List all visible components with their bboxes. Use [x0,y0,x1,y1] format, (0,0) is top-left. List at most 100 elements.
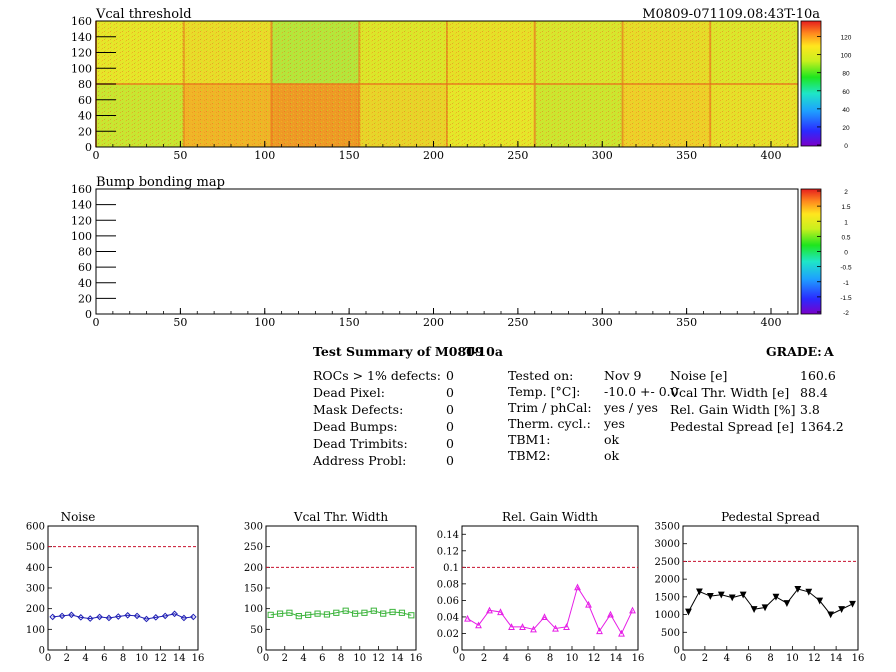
y-tick-label: 1500 [655,592,680,603]
x-tick-label: 100 [254,316,275,329]
y-tick-label: 0 [453,646,459,657]
x-tick-label: 12 [154,653,167,664]
x-tick-label: 2 [702,653,708,664]
trend-chart-frame [265,525,417,651]
x-tick-label: 8 [120,653,126,664]
data-point [105,614,113,622]
x-tick-label: 2 [481,653,487,664]
series-line [52,613,194,620]
y-tick-label: 0 [257,646,263,657]
y-tick-label: 300 [26,584,45,595]
palette-tick-label: 40 [842,107,850,114]
palette-tick-label: 1.5 [841,204,850,211]
summary-value: 88.4 [800,385,828,400]
trend-chart-title: Rel. Gain Width [502,510,598,524]
x-tick-label: 0 [45,653,51,664]
data-point [706,593,714,600]
data-point [618,629,625,637]
x-tick-label: 6 [319,653,325,664]
summary-value: Nov 9 [604,368,642,383]
x-tick-label: 8 [338,653,344,664]
palette-tick-label: 0.5 [841,234,850,241]
data-point [541,613,548,621]
y-tick-label: 50 [250,625,263,636]
summary-label: Address Probl: [313,453,407,468]
data-point [695,588,703,596]
summary-value: yes [604,416,625,431]
data-point [408,612,415,619]
x-tick-label: 6 [745,653,751,664]
palette-tick-label: 0 [844,250,848,257]
grade-label: GRADE: [766,344,822,359]
x-tick-label: 6 [525,653,531,664]
data-point [629,606,636,614]
x-tick-label: 14 [830,653,843,664]
y-tick-label: 0 [85,141,92,154]
summary-value: -10.0 +- 0.0 [604,384,679,399]
data-point [333,609,340,616]
y-tick-label: 20 [78,292,92,305]
palette-tick-label: 2 [844,189,848,196]
palette-tick-label: 80 [842,71,850,78]
y-tick-label: 200 [26,604,45,615]
data-point [475,621,482,629]
data-point [314,610,321,617]
y-tick-label: 120 [71,214,92,227]
x-tick-label: 16 [192,653,205,664]
data-point [361,609,368,616]
data-point [685,608,692,616]
vcal-map-noise [96,21,798,147]
y-tick-label: 0.06 [437,596,459,607]
trend-chart: Pedestal Spread 0 2 4 6 8 10 12 14 16 0 500 1000 1500… [655,510,865,664]
summary-value: 0 [446,402,454,417]
data-point [530,625,537,633]
data-point [276,610,284,617]
summary-value: 0 [446,368,454,383]
summary-label: Dead Bumps: [313,419,398,434]
trend-chart-title: Pedestal Spread [721,510,820,524]
y-tick-label: 0 [85,308,92,321]
summary-value: 3.8 [800,402,820,417]
x-tick-label: 4 [300,653,306,664]
y-tick-label: 0 [674,646,680,657]
summary-value: 0 [446,453,454,468]
data-point [124,611,131,619]
summary-label: Mask Defects: [313,402,404,417]
y-tick-label: 250 [244,542,263,553]
y-tick-label: 200 [244,563,263,574]
data-point [323,611,331,618]
y-tick-label: 3000 [655,539,680,550]
trend-chart: Vcal Thr. Width 0 2 4 6 8 10 12 14 16 0 50 100 150 200… [244,510,422,664]
palette-tick-label: -0.5 [840,265,852,272]
summary-label: ROCs > 1% defects: [313,368,441,383]
summary-label: Dead Trimbits: [313,436,408,451]
y-tick-label: 0.08 [437,579,459,590]
y-tick-label: 80 [78,246,92,259]
summary-heading: Test Summary of M0809 [313,344,484,359]
data-point [849,600,856,608]
data-point [838,606,846,613]
y-tick-label: 2000 [655,575,680,586]
data-point [351,610,359,617]
data-point [171,610,178,618]
data-point [464,614,471,622]
y-tick-label: 40 [78,277,92,290]
x-tick-label: 0 [680,653,686,664]
x-tick-label: 2 [282,653,288,664]
data-point [58,612,66,620]
x-tick-label: 300 [592,316,613,329]
vcal-palette: 0 20 40 60 80 100 120 [800,20,852,150]
data-point [739,591,747,599]
y-tick-label: 500 [661,628,680,639]
summary-label: Tested on: [508,368,574,383]
summary-label: TBM1: [508,432,551,447]
summary-value: ok [604,448,620,463]
y-tick-label: 300 [244,522,263,533]
summary-label: TBM2: [508,448,551,463]
summary-value: 160.6 [800,368,836,383]
palette-tick-label: 0 [844,143,848,150]
data-point [49,613,56,621]
data-point [305,611,312,618]
y-tick-label: 40 [78,110,92,123]
